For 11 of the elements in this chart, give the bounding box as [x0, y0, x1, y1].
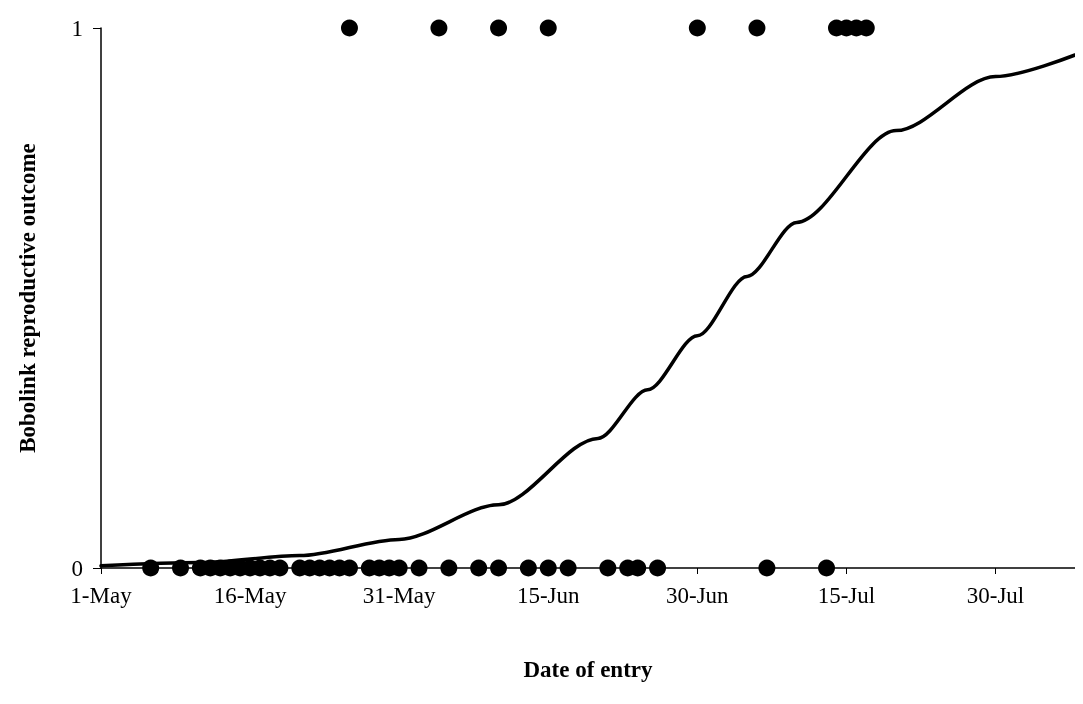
x-tick-label: 15-Jul	[817, 583, 876, 608]
x-tick-label: 31-May	[362, 583, 437, 608]
x-tick-label: 1-May	[70, 583, 133, 608]
x-tick-label: 30-Jun	[666, 583, 730, 608]
x-tick-label: 15-Jun	[516, 583, 581, 608]
y-axis-title: Bobolink reproductive outcome	[15, 143, 40, 453]
x-axis-title: Date of entry	[523, 657, 653, 682]
y-tick-label: 1	[71, 15, 83, 41]
x-tick-label: 30-Jul	[966, 583, 1025, 608]
y-tick-label: 0	[71, 555, 83, 581]
x-tick-label: 16-May	[213, 583, 287, 608]
